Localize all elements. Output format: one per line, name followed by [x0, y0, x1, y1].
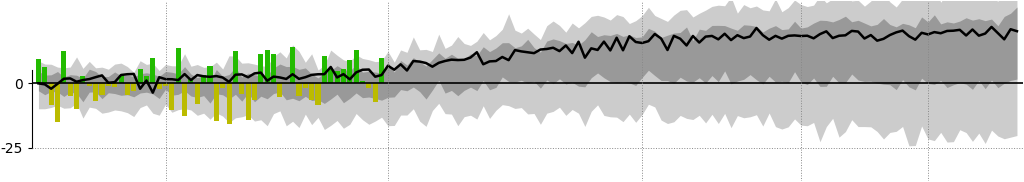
Bar: [182, 83, 187, 116]
Bar: [264, 50, 269, 83]
Bar: [36, 59, 41, 83]
Bar: [315, 83, 321, 105]
Bar: [163, 83, 168, 86]
Bar: [119, 75, 124, 83]
Bar: [335, 71, 340, 83]
Bar: [240, 83, 245, 94]
Bar: [144, 76, 150, 83]
Bar: [61, 51, 67, 83]
Bar: [137, 69, 142, 83]
Bar: [55, 83, 60, 122]
Bar: [232, 51, 238, 83]
Bar: [208, 66, 213, 83]
Bar: [226, 83, 231, 124]
Bar: [347, 60, 352, 83]
Bar: [68, 83, 73, 96]
Bar: [99, 83, 104, 95]
Bar: [151, 58, 156, 83]
Bar: [220, 83, 225, 88]
Bar: [290, 47, 295, 83]
Bar: [74, 83, 79, 109]
Bar: [48, 83, 53, 105]
Bar: [309, 83, 314, 100]
Bar: [93, 83, 98, 100]
Bar: [131, 83, 136, 91]
Bar: [169, 83, 174, 110]
Bar: [105, 83, 111, 86]
Bar: [81, 76, 85, 83]
Bar: [42, 67, 47, 83]
Bar: [278, 83, 283, 97]
Bar: [284, 83, 289, 84]
Bar: [214, 83, 219, 121]
Bar: [367, 83, 372, 88]
Bar: [157, 83, 162, 89]
Bar: [252, 83, 257, 100]
Bar: [373, 83, 378, 102]
Bar: [360, 81, 365, 83]
Bar: [125, 83, 130, 95]
Bar: [258, 54, 263, 83]
Bar: [271, 54, 276, 83]
Bar: [87, 83, 92, 86]
Bar: [246, 83, 251, 120]
Bar: [113, 83, 117, 87]
Bar: [176, 48, 181, 83]
Bar: [201, 75, 206, 83]
Bar: [195, 83, 200, 104]
Bar: [296, 83, 301, 96]
Bar: [303, 83, 308, 88]
Bar: [328, 68, 333, 83]
Bar: [353, 50, 358, 83]
Bar: [341, 69, 346, 83]
Bar: [188, 79, 194, 83]
Bar: [322, 56, 327, 83]
Bar: [379, 58, 384, 83]
